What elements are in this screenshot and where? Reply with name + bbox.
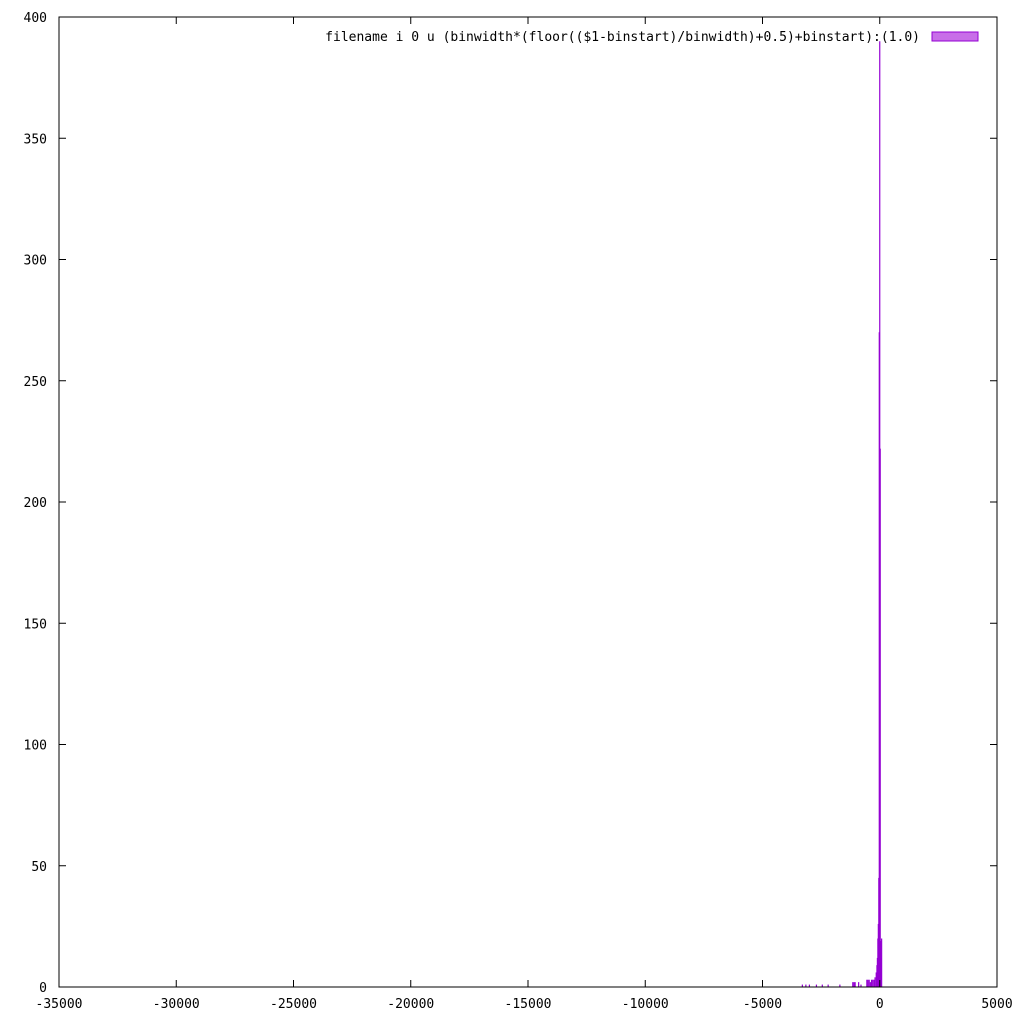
- histogram-bar: [805, 984, 807, 987]
- histogram-bar: [872, 979, 874, 987]
- histogram-bar: [881, 938, 883, 987]
- legend: filename i 0 u (binwidth*(floor(($1-bins…: [325, 30, 979, 45]
- histogram-bar: [867, 979, 869, 987]
- histogram-bar: [801, 984, 803, 987]
- x-tick-label: 5000: [981, 997, 1012, 1012]
- histogram-bar: [854, 982, 856, 987]
- bars-layer: [801, 41, 883, 988]
- x-tick-label: -20000: [387, 997, 434, 1012]
- y-tick-label: 150: [24, 617, 47, 632]
- histogram-bar: [860, 984, 862, 987]
- y-tick-label: 100: [24, 739, 47, 754]
- histogram-bar: [827, 984, 829, 987]
- histogram-bar: [821, 984, 823, 987]
- histogram-bar: [873, 979, 875, 987]
- histogram-bar: [808, 984, 810, 987]
- y-tick-label: 400: [24, 11, 47, 26]
- y-tick-label: 0: [39, 981, 47, 996]
- histogram-bar: [839, 984, 841, 987]
- y-tick-label: 250: [24, 375, 47, 390]
- ticks-layer: -35000 -30000 -25000 -20000 -15000 -10000 -500…: [24, 11, 1013, 1012]
- x-tick-label: -25000: [270, 997, 317, 1012]
- x-tick-label: -30000: [153, 997, 200, 1012]
- histogram-bar: [870, 979, 873, 987]
- histogram-bar: [874, 977, 876, 987]
- histogram-bar: [866, 979, 868, 987]
- x-tick-label: -35000: [36, 997, 83, 1012]
- histogram-bar: [868, 979, 870, 987]
- histogram-bar: [869, 982, 871, 987]
- x-tick-label: -10000: [622, 997, 669, 1012]
- histogram-bar: [853, 982, 855, 987]
- histogram-bar: [852, 982, 854, 987]
- histogram-bar: [815, 984, 818, 987]
- y-tick-label: 300: [24, 254, 47, 269]
- histogram-bar: [879, 448, 881, 987]
- legend-label: filename i 0 u (binwidth*(floor(($1-bins…: [325, 30, 920, 45]
- y-tick-label: 200: [24, 496, 47, 511]
- histogram-bar: [858, 982, 860, 987]
- histogram-bar: [875, 972, 877, 987]
- y-tick-label: 50: [31, 860, 47, 875]
- x-tick-label: 0: [876, 997, 884, 1012]
- x-tick-label: -15000: [505, 997, 552, 1012]
- legend-swatch: [931, 31, 979, 42]
- x-tick-label: -5000: [743, 997, 782, 1012]
- y-tick-label: 350: [24, 132, 47, 147]
- plot-frame: [58, 16, 998, 988]
